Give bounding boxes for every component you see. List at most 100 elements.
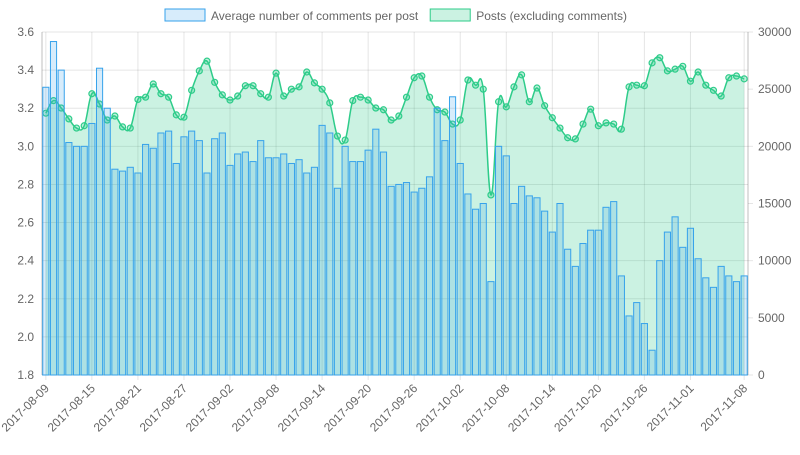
bar <box>610 201 618 376</box>
bar <box>80 145 88 376</box>
point <box>471 81 480 89</box>
bar <box>387 185 395 376</box>
bar <box>479 203 487 376</box>
point <box>548 114 556 122</box>
point <box>65 115 73 123</box>
area <box>45 57 745 376</box>
point <box>80 122 88 130</box>
point <box>218 91 226 99</box>
point <box>149 80 157 88</box>
point <box>203 57 211 65</box>
point <box>287 85 296 93</box>
x-tick-label: 2017-10-26 <box>597 381 651 435</box>
bar <box>640 323 648 376</box>
bar <box>211 138 219 376</box>
point <box>510 83 518 91</box>
point <box>118 123 127 131</box>
point <box>487 191 495 199</box>
bar <box>180 136 188 376</box>
x-tick-label: 2017-09-08 <box>229 381 283 435</box>
point <box>234 92 242 100</box>
bar <box>57 69 65 376</box>
bar <box>671 216 679 376</box>
bar <box>587 229 595 376</box>
bar <box>656 260 664 376</box>
point <box>441 108 449 116</box>
y-tick-label: 3.4 <box>17 63 34 77</box>
bar <box>525 195 533 376</box>
point <box>241 82 249 90</box>
point <box>502 103 510 111</box>
point <box>141 93 150 101</box>
point <box>494 98 503 106</box>
point <box>364 96 372 104</box>
bar <box>448 96 457 376</box>
bar <box>464 193 472 376</box>
point <box>264 93 272 101</box>
point <box>72 124 81 132</box>
point <box>226 96 234 104</box>
point <box>172 111 180 119</box>
bar <box>49 41 58 376</box>
bar <box>717 265 725 376</box>
bar <box>402 182 411 376</box>
y2-tick-label: 5000 <box>758 311 785 325</box>
bar <box>165 130 173 376</box>
point <box>372 104 380 112</box>
bar <box>686 227 695 376</box>
point <box>356 93 365 101</box>
x-tick-label: 2017-09-14 <box>275 381 329 435</box>
point <box>541 102 549 110</box>
point <box>395 112 403 120</box>
bar <box>702 277 710 376</box>
bar <box>571 265 579 376</box>
bar <box>617 275 625 376</box>
bar <box>579 243 587 376</box>
bar <box>65 142 73 376</box>
x-tick-label: 2017-11-01 <box>644 381 697 434</box>
bar <box>287 162 295 376</box>
point <box>564 134 572 142</box>
y-tick-label: 3.0 <box>17 139 34 153</box>
bar <box>126 166 134 376</box>
point <box>111 112 119 120</box>
bar <box>218 132 226 376</box>
bar <box>725 275 733 376</box>
bar <box>625 315 633 376</box>
bar <box>379 151 388 376</box>
legend-label: Average number of comments per post <box>211 9 419 23</box>
bar <box>295 159 303 376</box>
bar <box>257 140 265 376</box>
y2-tick-label: 20000 <box>758 139 792 153</box>
point <box>180 113 188 121</box>
bar <box>341 145 349 376</box>
bar <box>188 130 196 376</box>
point <box>518 71 526 79</box>
y-tick-label: 1.8 <box>17 368 34 382</box>
point <box>663 67 672 75</box>
bar <box>72 145 81 376</box>
bar <box>564 248 572 376</box>
x-tick-label: 2017-09-26 <box>367 381 421 435</box>
x-tick-label: 2017-08-09 <box>0 381 52 435</box>
bar <box>425 176 434 376</box>
point <box>157 90 165 98</box>
point <box>571 135 579 143</box>
y-tick-label: 2.4 <box>17 254 34 268</box>
point <box>625 83 633 91</box>
point <box>602 119 610 127</box>
bar <box>326 132 334 376</box>
x-tick-label: 2017-08-15 <box>45 381 99 435</box>
bar <box>333 187 342 376</box>
x-tick-label: 2017-08-27 <box>137 381 191 435</box>
y-tick-label: 2.6 <box>17 216 34 230</box>
bar <box>241 151 249 376</box>
point <box>725 74 733 82</box>
y2-tick-label: 10000 <box>758 254 792 268</box>
point <box>717 92 725 100</box>
bar <box>518 185 526 376</box>
point <box>126 124 134 132</box>
y-tick-label: 2.2 <box>17 292 34 306</box>
bar <box>709 286 718 376</box>
y2-tick-label: 30000 <box>758 25 792 39</box>
